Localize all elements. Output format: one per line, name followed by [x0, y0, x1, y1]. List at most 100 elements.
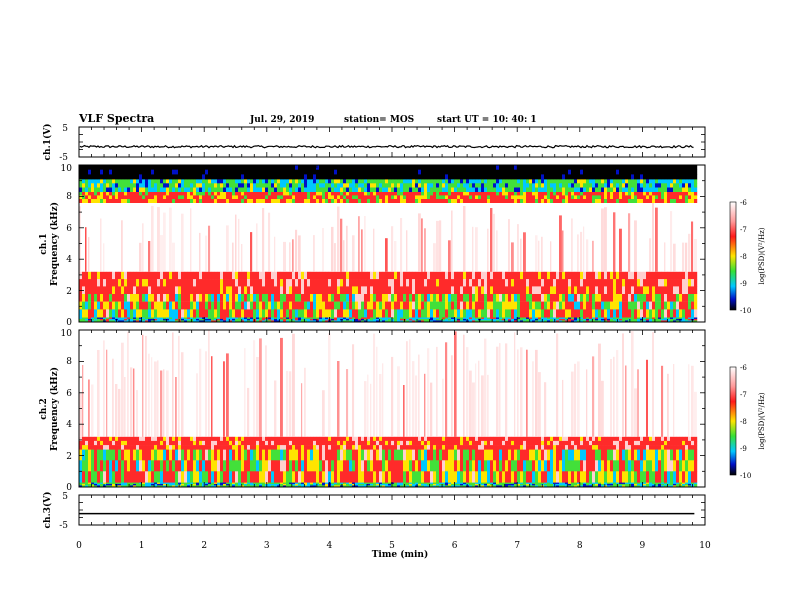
- spectrogram-cell: [580, 471, 584, 483]
- spectrogram-cell: [280, 165, 284, 170]
- spectrogram-cell: [526, 179, 530, 184]
- spectrogram-cell: [607, 482, 611, 485]
- spectrogram-cell: [466, 169, 470, 175]
- spectrogram-cell: [265, 199, 269, 203]
- spectrogram-cell: [331, 179, 335, 184]
- spectrogram-cell: [130, 309, 134, 318]
- spectrogram-cell: [667, 485, 671, 488]
- spectrogram-cell: [184, 320, 188, 323]
- spectrogram-cell: [355, 169, 359, 175]
- spectrogram-cell: [445, 195, 449, 200]
- spectrogram-cell: [349, 169, 353, 175]
- spectrogram-cell: [91, 195, 95, 200]
- spectrogram-cell: [376, 169, 380, 175]
- spectrogram-cell: [409, 199, 413, 203]
- spectrogram-cell: [688, 286, 692, 294]
- spectrogram-cell: [460, 174, 464, 180]
- spectrogram-cell: [280, 460, 284, 472]
- spectrogram-cell: [292, 318, 296, 321]
- spectrogram-cell: [115, 271, 119, 280]
- spectrogram-cell: [436, 187, 440, 192]
- spectrogram-cell: [370, 187, 374, 192]
- spectrogram-cell: [100, 483, 104, 486]
- spectrogram-cell: [295, 187, 299, 192]
- spectrogram-cell: [463, 471, 467, 483]
- spectrogram-cell: [280, 191, 284, 196]
- spectrogram-cell: [109, 174, 113, 180]
- spectrogram-cell: [592, 309, 596, 318]
- spectrogram-cell: [100, 286, 104, 294]
- spectrogram-cell: [382, 482, 386, 485]
- spectrogram-cell: [673, 301, 677, 310]
- spectrogram-cell: [286, 485, 290, 488]
- spectrogram-cell: [511, 293, 515, 302]
- spectrogram-cell: [478, 293, 482, 302]
- spectrogram-cell: [235, 286, 239, 294]
- spectrogram-cell: [580, 195, 584, 200]
- spectrogram-cell: [625, 482, 629, 485]
- spectrogram-cell: [175, 165, 179, 170]
- spectrogram-cell: [631, 482, 635, 485]
- spectrogram-cell: [148, 191, 152, 196]
- spectrogram-cell: [331, 317, 335, 320]
- spectrogram-cell: [232, 174, 236, 180]
- spectrogram-cell: [247, 179, 251, 184]
- spectrogram-cell: [523, 318, 527, 321]
- spectrogram-cell: [289, 460, 293, 472]
- spectrogram-cell: [610, 449, 614, 461]
- spectrogram-cell: [145, 449, 149, 461]
- spectrogram-cell: [337, 320, 341, 323]
- spectrogram-cell: [343, 449, 347, 461]
- spectrogram-cell: [469, 169, 473, 175]
- spectrogram-cell: [463, 195, 467, 200]
- spectrogram-cell: [301, 317, 305, 320]
- spectrogram-cell: [301, 271, 305, 280]
- spectrogram-cell: [217, 191, 221, 196]
- spectrogram-cell: [484, 318, 488, 321]
- spectrogram-cell: [157, 191, 161, 196]
- spectrogram-cell: [163, 286, 167, 294]
- spectrogram-cell: [199, 320, 203, 323]
- spectrogram-cell: [439, 318, 443, 321]
- spectrogram-cell: [418, 165, 422, 170]
- spectrogram-cell: [529, 471, 533, 483]
- spectrogram-cell: [619, 191, 623, 196]
- spectrogram-cell: [403, 460, 407, 472]
- spectrogram-cell: [412, 460, 416, 472]
- spectrogram-cell: [244, 191, 248, 196]
- spectrogram-cell: [157, 471, 161, 483]
- spectrogram-cell: [469, 449, 473, 461]
- spectrogram-cell: [184, 174, 188, 180]
- spectrogram-cell: [502, 317, 506, 320]
- spectrogram-cell: [538, 279, 542, 287]
- spectrogram-cell: [670, 271, 674, 280]
- spectrogram-cell: [271, 169, 275, 175]
- spectrogram-cell: [112, 169, 116, 175]
- spectrogram-cell: [493, 174, 497, 180]
- spectrogram-cell: [544, 179, 548, 184]
- spectrogram-cell: [358, 271, 362, 280]
- spectrogram-cell: [307, 191, 311, 196]
- spectrogram-cell: [352, 187, 356, 192]
- spectrogram-cell: [475, 187, 479, 192]
- spectrogram-cell: [331, 174, 335, 180]
- spectrogram-cell: [643, 195, 647, 200]
- spectrogram-cell: [613, 183, 617, 188]
- spectrogram-cell: [145, 460, 149, 472]
- spectrogram-cell: [655, 174, 659, 180]
- spectrogram-cell: [196, 317, 200, 320]
- spectrogram-cell: [151, 286, 155, 294]
- spectrogram-cell: [511, 169, 515, 175]
- spectrogram-cell: [595, 301, 599, 310]
- spectrogram-cell: [631, 199, 635, 203]
- spectrogram-streak: [181, 213, 184, 272]
- spectrogram-cell: [388, 191, 392, 196]
- spectrogram-cell: [145, 191, 149, 196]
- spectrogram-cell: [667, 271, 671, 280]
- spectrogram-cell: [673, 309, 677, 318]
- spectrogram-cell: [334, 449, 338, 461]
- spectrogram-cell: [343, 286, 347, 294]
- spectrogram-cell: [181, 318, 185, 321]
- spectrogram-cell: [511, 317, 515, 320]
